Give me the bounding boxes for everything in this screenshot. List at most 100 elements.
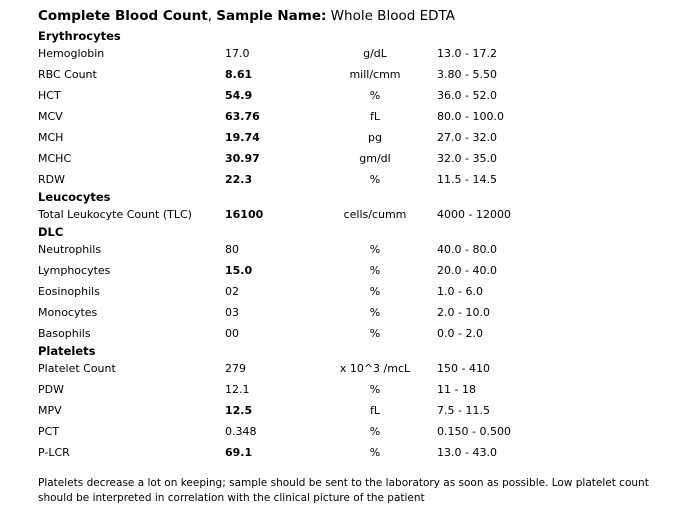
table-row: PDW 12.1% 11 - 18 bbox=[38, 379, 686, 400]
row-label: RDW bbox=[38, 173, 65, 186]
table-row: Lymphocytes 15.0% 20.0 - 40.0 bbox=[38, 260, 686, 281]
row-unit: x 10^3 /mcL bbox=[339, 362, 411, 375]
title-separator: , bbox=[207, 8, 217, 24]
row-label: Neutrophils bbox=[38, 243, 102, 256]
row-unit: g/dL bbox=[363, 47, 387, 60]
row-label: Hemoglobin bbox=[38, 47, 105, 60]
row-label: PCT bbox=[38, 425, 60, 438]
row-range: 7.5 - 11.5 bbox=[437, 404, 490, 417]
row-unit: % bbox=[369, 327, 381, 340]
row-value: 02 bbox=[225, 285, 239, 298]
row-unit: fL bbox=[369, 110, 380, 123]
row-range: 3.80 - 5.50 bbox=[437, 68, 497, 81]
row-label: Eosinophils bbox=[38, 285, 100, 298]
row-range: 1.0 - 6.0 bbox=[437, 285, 483, 298]
row-label: MCH bbox=[38, 131, 64, 144]
table-row: Basophils 00% 0.0 - 2.0 bbox=[38, 323, 686, 344]
row-unit: pg bbox=[368, 131, 382, 144]
row-unit: cells/cumm bbox=[343, 208, 407, 221]
section-header: Leucocytes bbox=[38, 190, 111, 204]
row-unit: % bbox=[369, 383, 381, 396]
row-range: 0.150 - 0.500 bbox=[437, 425, 511, 438]
report-content: Complete Blood Count, Sample Name: Whole… bbox=[38, 7, 686, 463]
row-label: RBC Count bbox=[38, 68, 97, 81]
row-value: 69.1 bbox=[225, 446, 253, 459]
row-label: Monocytes bbox=[38, 306, 98, 319]
row-value: 30.97 bbox=[225, 152, 260, 165]
row-range: 11 - 18 bbox=[437, 383, 476, 396]
table-row: MCV 63.76 fL 80.0 - 100.0 bbox=[38, 106, 686, 127]
row-unit: gm/dl bbox=[359, 152, 391, 165]
table-row: RDW 22.3% 11.5 - 14.5 bbox=[38, 169, 686, 190]
table-row: HCT 54.9% 36.0 - 52.0 bbox=[38, 85, 686, 106]
page-title: Complete Blood Count, Sample Name: Whole… bbox=[38, 7, 686, 26]
row-label: MPV bbox=[38, 404, 62, 417]
footer-note: Platelets decrease a lot on keeping; sam… bbox=[38, 477, 649, 504]
row-range: 13.0 - 17.2 bbox=[437, 47, 497, 60]
table-row: PCT 0.348% 0.150 - 0.500 bbox=[38, 421, 686, 442]
row-unit: mill/cmm bbox=[349, 68, 401, 81]
row-range: 150 - 410 bbox=[437, 362, 490, 375]
row-value: 8.61 bbox=[225, 68, 253, 81]
table-row: Total Leukocyte Count (TLC) 16100 cells/cu… bbox=[38, 204, 686, 225]
row-label: HCT bbox=[38, 89, 61, 102]
row-label: MCHC bbox=[38, 152, 72, 165]
row-range: 40.0 - 80.0 bbox=[437, 243, 497, 256]
row-value: 80 bbox=[225, 243, 239, 256]
row-unit: % bbox=[369, 173, 381, 186]
table-row: Hemoglobin 17.0 g/dL 13.0 - 17.2 bbox=[38, 43, 686, 64]
row-unit: fL bbox=[369, 404, 380, 417]
row-range: 0.0 - 2.0 bbox=[437, 327, 483, 340]
sample-name-value: Whole Blood EDTA bbox=[326, 8, 455, 24]
row-value: 54.9 bbox=[225, 89, 253, 102]
row-value: 16100 bbox=[225, 208, 264, 221]
table-row: P-LCR 69.1% 13.0 - 43.0 bbox=[38, 442, 686, 463]
row-label: PDW bbox=[38, 383, 64, 396]
row-unit: % bbox=[369, 264, 381, 277]
row-unit: % bbox=[369, 243, 381, 256]
row-unit: % bbox=[369, 446, 381, 459]
table-row: Monocytes 03% 2.0 - 10.0 bbox=[38, 302, 686, 323]
table-row: Neutrophils 80% 40.0 - 80.0 bbox=[38, 239, 686, 260]
row-label: Basophils bbox=[38, 327, 91, 340]
row-value: 22.3 bbox=[225, 173, 253, 186]
row-range: 20.0 - 40.0 bbox=[437, 264, 497, 277]
row-unit: % bbox=[369, 285, 381, 298]
table-row: MCH 19.74 pg 27.0 - 32.0 bbox=[38, 127, 686, 148]
sample-name-label: Sample Name: bbox=[216, 8, 327, 24]
table-row: MCHC 30.97 gm/dl 32.0 - 35.0 bbox=[38, 148, 686, 169]
row-label: Platelet Count bbox=[38, 362, 116, 375]
row-value: 0.348 bbox=[225, 425, 257, 438]
section-header: DLC bbox=[38, 225, 64, 239]
row-value: 279 bbox=[225, 362, 246, 375]
row-label: Total Leukocyte Count (TLC) bbox=[38, 208, 192, 221]
row-unit: % bbox=[369, 425, 381, 438]
row-label: P-LCR bbox=[38, 446, 70, 459]
row-unit: % bbox=[369, 306, 381, 319]
row-value: 12.1 bbox=[225, 383, 250, 396]
row-range: 80.0 - 100.0 bbox=[437, 110, 504, 123]
row-range: 4000 - 12000 bbox=[437, 208, 511, 221]
row-value: 00 bbox=[225, 327, 239, 340]
table-row: Platelet Count 279 x 10^3 /mcL 150 - 410 bbox=[38, 358, 686, 379]
cbc-table: Erythrocytes Hemoglobin 17.0 g/dL 13.0 - 17.… bbox=[38, 29, 686, 463]
row-range: 11.5 - 14.5 bbox=[437, 173, 497, 186]
row-range: 27.0 - 32.0 bbox=[437, 131, 497, 144]
row-value: 12.5 bbox=[225, 404, 253, 417]
table-row: RBC Count 8.61 mill/cmm 3.80 - 5.50 bbox=[38, 64, 686, 85]
report-name: Complete Blood Count bbox=[38, 8, 208, 24]
row-value: 19.74 bbox=[225, 131, 260, 144]
row-value: 03 bbox=[225, 306, 239, 319]
table-row: MPV 12.5 fL 7.5 - 11.5 bbox=[38, 400, 686, 421]
row-label: Lymphocytes bbox=[38, 264, 111, 277]
row-range: 32.0 - 35.0 bbox=[437, 152, 497, 165]
row-range: 36.0 - 52.0 bbox=[437, 89, 497, 102]
row-value: 63.76 bbox=[225, 110, 260, 123]
table-row: Eosinophils 02% 1.0 - 6.0 bbox=[38, 281, 686, 302]
row-label: MCV bbox=[38, 110, 63, 123]
section-header: Erythrocytes bbox=[38, 29, 121, 43]
row-value: 17.0 bbox=[225, 47, 250, 60]
row-range: 2.0 - 10.0 bbox=[437, 306, 490, 319]
row-value: 15.0 bbox=[225, 264, 253, 277]
